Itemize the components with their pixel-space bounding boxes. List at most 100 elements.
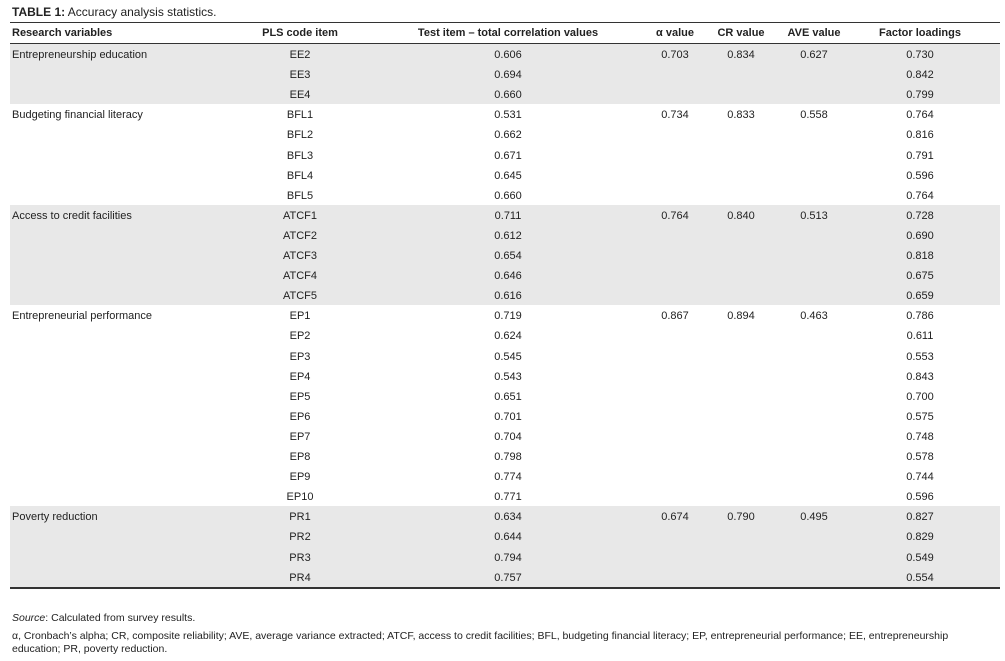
pls-code: EP6 (289, 410, 311, 423)
correlation-value: 0.612 (494, 229, 522, 242)
research-variable: Poverty reduction (12, 511, 98, 524)
column-header: Research variables (12, 27, 113, 39)
correlation-value: 0.543 (494, 370, 522, 383)
column-header: Test item – total correlation values (417, 27, 599, 39)
pls-code: ATCF1 (282, 209, 318, 222)
correlation-value: 0.545 (494, 350, 522, 363)
factor-loading: 0.791 (906, 149, 934, 162)
factor-loading: 0.659 (906, 290, 934, 303)
correlation-value: 0.798 (494, 451, 522, 463)
correlation-value: 0.704 (494, 430, 522, 443)
top-rule (10, 22, 1000, 23)
correlation-value: 0.671 (494, 149, 522, 162)
pls-code: ATCF3 (282, 250, 318, 262)
correlation-value: 0.606 (494, 49, 522, 61)
factor-loading: 0.575 (906, 410, 934, 423)
header-rule (10, 43, 1000, 44)
correlation-value: 0.662 (494, 129, 522, 142)
correlation-value: 0.646 (494, 270, 522, 283)
ave-value: 0.627 (800, 49, 828, 61)
ave-value: 0.495 (800, 511, 828, 524)
table-title: TABLE 1: Accuracy analysis statistics. (12, 5, 217, 19)
pls-code: ATCF2 (282, 229, 318, 242)
pls-code: EP9 (289, 471, 311, 484)
factor-loading: 0.818 (906, 250, 934, 262)
factor-loading: 0.730 (906, 49, 934, 61)
factor-loading: 0.578 (906, 451, 934, 463)
pls-code: BFL1 (286, 109, 314, 122)
factor-loading: 0.675 (906, 270, 934, 283)
factor-loading: 0.829 (906, 531, 934, 544)
source: Source: Calculated from survey results. (12, 611, 195, 625)
alpha-value: 0.703 (661, 49, 689, 61)
pls-code: EP8 (289, 451, 311, 463)
cr-value: 0.834 (727, 49, 755, 61)
pls-code: EE2 (289, 49, 311, 61)
correlation-value: 0.771 (494, 491, 522, 504)
pls-code: BFL4 (286, 169, 314, 182)
factor-loading: 0.748 (906, 430, 934, 443)
cr-value: 0.833 (727, 109, 755, 122)
factor-loading: 0.596 (906, 491, 934, 504)
pls-code: BFL5 (286, 189, 314, 202)
pls-code: EP3 (289, 350, 311, 363)
factor-loading: 0.764 (906, 109, 934, 122)
correlation-value: 0.794 (494, 551, 522, 564)
ave-value: 0.513 (800, 209, 828, 222)
group-band (10, 44, 1000, 105)
factor-loading: 0.842 (906, 69, 934, 82)
pls-code: EP7 (289, 430, 311, 443)
factor-loading: 0.596 (906, 169, 934, 182)
correlation-value: 0.719 (494, 310, 522, 323)
source-text: : Calculated from survey results. (45, 612, 196, 624)
correlation-value: 0.757 (494, 571, 522, 584)
factor-loading: 0.549 (906, 551, 934, 564)
factor-loading: 0.827 (906, 511, 934, 524)
pls-code: PR3 (289, 551, 311, 564)
correlation-value: 0.644 (494, 531, 522, 544)
research-variable: Entrepreneurial performance (12, 310, 153, 323)
pls-code: EE4 (289, 89, 311, 102)
correlation-value: 0.651 (494, 390, 522, 403)
correlation-value: 0.701 (494, 410, 522, 423)
research-variable: Budgeting financial literacy (12, 109, 143, 122)
group-band (10, 506, 1000, 587)
correlation-value: 0.774 (494, 471, 522, 484)
pls-code: EP10 (286, 491, 314, 504)
factor-loading: 0.744 (906, 471, 934, 484)
research-variable: Access to credit facilities (12, 209, 132, 222)
factor-loading: 0.611 (906, 330, 934, 343)
factor-loading: 0.700 (906, 390, 934, 403)
factor-loading: 0.554 (906, 571, 934, 584)
correlation-value: 0.645 (494, 169, 522, 182)
column-header: CR value (717, 27, 765, 39)
ave-value: 0.463 (800, 310, 828, 323)
pls-code: EP1 (289, 310, 311, 323)
title-label: TABLE 1: (12, 5, 66, 19)
alpha-value: 0.674 (661, 511, 689, 524)
factor-loading: 0.690 (906, 229, 934, 242)
cr-value: 0.840 (727, 209, 755, 222)
source-label: Source (12, 612, 46, 624)
alpha-value: 0.867 (661, 310, 689, 323)
pls-code: EP5 (289, 390, 311, 403)
column-header: Factor loadings (879, 27, 961, 39)
pls-code: EE3 (289, 69, 311, 82)
alpha-value: 0.764 (661, 209, 689, 222)
title-text: Accuracy analysis statistics. (67, 5, 217, 19)
bottom-rule (10, 586, 1000, 589)
alpha-value: 0.734 (661, 109, 689, 122)
pls-code: PR2 (289, 531, 311, 544)
cr-value: 0.790 (727, 511, 755, 524)
correlation-value: 0.634 (494, 511, 522, 524)
correlation-value: 0.711 (494, 209, 522, 222)
pls-code: PR1 (289, 511, 311, 524)
factor-loading: 0.799 (906, 89, 934, 102)
pls-code: EP4 (289, 370, 311, 383)
correlation-value: 0.531 (494, 109, 522, 122)
pls-code: BFL3 (286, 149, 314, 162)
footnote: α, Cronbach’s alpha; CR, composite relia… (12, 630, 949, 655)
pls-code: BFL2 (286, 129, 314, 142)
research-variable: Entrepreneurship education (12, 49, 148, 61)
